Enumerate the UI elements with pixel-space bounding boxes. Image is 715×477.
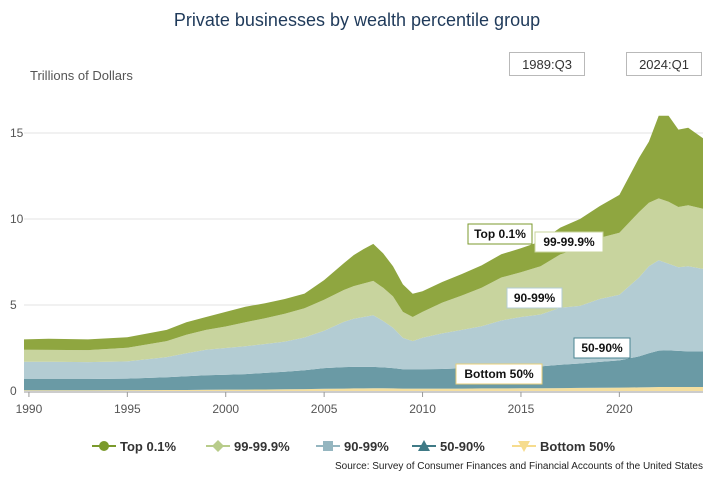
x-tick-label: 1990	[16, 402, 43, 416]
triangle-marker-icon	[412, 440, 436, 451]
legend-label: 99-99.9%	[234, 438, 290, 454]
legend-item-99-999[interactable]: 99-99.9%	[206, 436, 290, 456]
legend-label: 50-90%	[440, 438, 485, 454]
diamond-marker-icon	[206, 440, 230, 452]
x-tick-label: 2005	[311, 402, 338, 416]
legend-label: 90-99%	[344, 438, 389, 454]
y-tick-label: 15	[10, 126, 24, 140]
range-start-button[interactable]: 1989:Q3	[509, 52, 585, 76]
legend-item-90-99[interactable]: 90-99%	[316, 436, 389, 456]
y-tick-label: 5	[10, 298, 17, 312]
y-tick-label: 0	[10, 384, 17, 398]
annotations: Top 0.1% 99-99.9% 90-99% 50-90% Bottom 50%	[455, 223, 631, 385]
range-end-button[interactable]: 2024:Q1	[626, 52, 702, 76]
x-tick-label: 1995	[114, 402, 141, 416]
annotation-label: 99-99.9%	[543, 235, 595, 249]
area-bottom-50-	[24, 387, 703, 391]
x-tick-label: 2010	[409, 402, 436, 416]
x-tick-label: 2000	[212, 402, 239, 416]
x-tick-label: 2020	[606, 402, 633, 416]
legend-label: Bottom 50%	[540, 438, 616, 454]
annotation-label: Bottom 50%	[464, 367, 534, 381]
chart-title: Private businesses by wealth percentile …	[174, 10, 540, 30]
legend-item-bottom50[interactable]: Bottom 50%	[512, 436, 615, 456]
legend-label: Top 0.1%	[120, 438, 177, 454]
area-90-99-	[24, 260, 703, 379]
legend: Top 0.1% 99-99.9% 90-99% 50-90% Bottom 5…	[0, 436, 715, 456]
y-tick-label: 10	[10, 212, 24, 226]
square-marker-icon	[316, 441, 340, 451]
annotation-box	[455, 363, 543, 385]
annotation-box	[506, 287, 563, 309]
annotation-label: 50-90%	[581, 341, 623, 355]
x-tick-label: 2015	[508, 402, 535, 416]
legend-item-top01[interactable]: Top 0.1%	[92, 436, 176, 456]
source-note: Source: Survey of Consumer Finances and …	[335, 461, 703, 472]
y-axis-unit-label: Trillions of Dollars	[30, 68, 133, 83]
triangle-down-marker-icon	[512, 441, 536, 452]
legend-item-50-90[interactable]: 50-90%	[412, 436, 485, 456]
area-99-99-9-	[24, 198, 703, 363]
annotation-box	[467, 223, 533, 245]
circle-marker-icon	[92, 441, 116, 451]
annotation-label: 90-99%	[514, 291, 556, 305]
axes: 0 5 10 15 1990 1995 2000 2005 2010 2015 2020	[10, 126, 703, 416]
annotation-box	[573, 337, 631, 359]
annotation-label: Top 0.1%	[474, 227, 526, 241]
annotation-box	[534, 231, 604, 253]
